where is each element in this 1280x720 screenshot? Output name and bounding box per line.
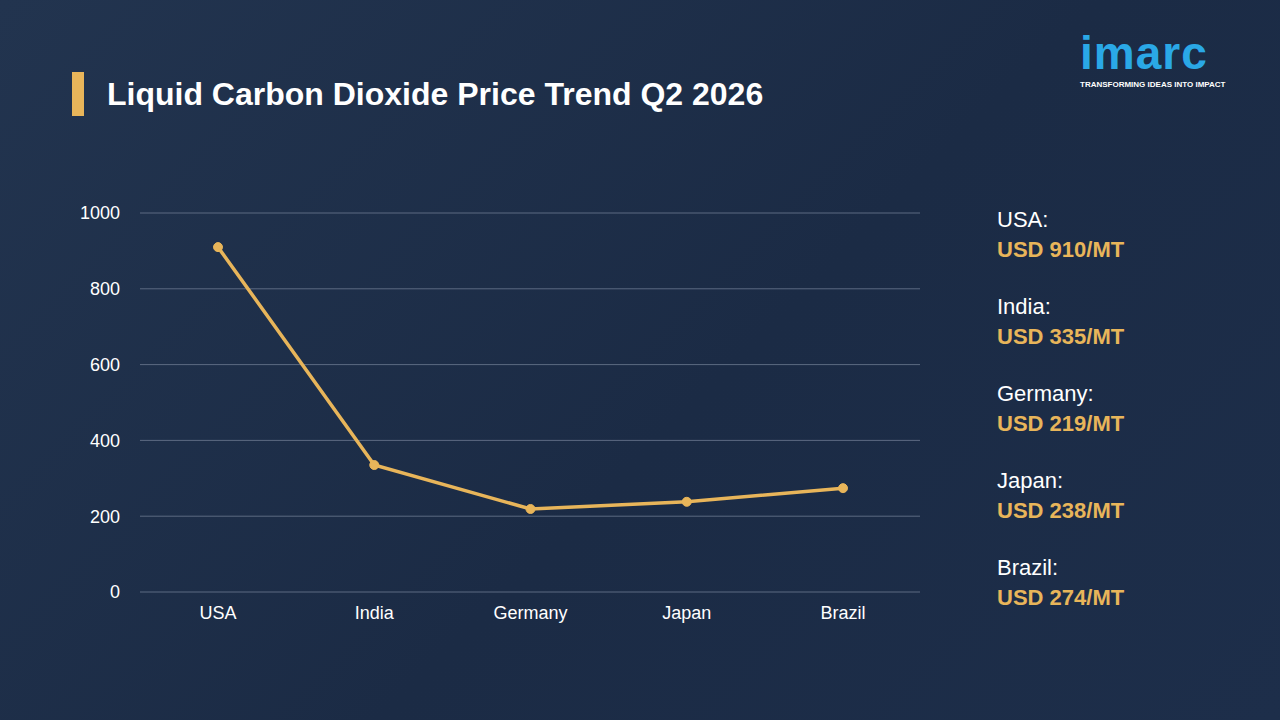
html-text:Brazil:: Brazil: xyxy=(997,555,1059,580)
html-text:USD 910/MT: USD 910/MT xyxy=(997,237,1125,262)
svg-text:India: India xyxy=(355,603,395,623)
html-text:USD 274/MT: USD 274/MT xyxy=(997,585,1125,610)
svg-text:Japan: Japan xyxy=(662,603,711,623)
html-text:Germany:: Germany: xyxy=(997,381,1094,406)
html-text:India:: India: xyxy=(997,294,1051,319)
html-text:Japan:: Japan: xyxy=(997,468,1064,493)
html-text:USA:: USA: xyxy=(997,207,1049,232)
svg-text:600: 600 xyxy=(90,355,120,375)
svg-text:Brazil: Brazil xyxy=(820,603,865,623)
svg-text:200: 200 xyxy=(90,507,120,527)
svg-text:400: 400 xyxy=(90,431,120,451)
html-text:imarc: imarc xyxy=(1080,27,1208,79)
svg-text:USA: USA xyxy=(199,603,236,623)
svg-text:Germany: Germany xyxy=(493,603,567,623)
html-text:USD 335/MT: USD 335/MT xyxy=(997,324,1125,349)
html-text:Liquid Carbon Dioxide Price Tr: Liquid Carbon Dioxide Price Trend Q2 202… xyxy=(107,76,764,112)
svg-text:1000: 1000 xyxy=(80,203,120,223)
html-text:TRANSFORMING IDEAS INTO IMPACT: TRANSFORMING IDEAS INTO IMPACT xyxy=(1080,80,1226,89)
svg-text:0: 0 xyxy=(110,582,120,602)
html-text:USD 238/MT: USD 238/MT xyxy=(997,498,1125,523)
html-text:USD 219/MT: USD 219/MT xyxy=(997,411,1125,436)
svg-text:800: 800 xyxy=(90,279,120,299)
